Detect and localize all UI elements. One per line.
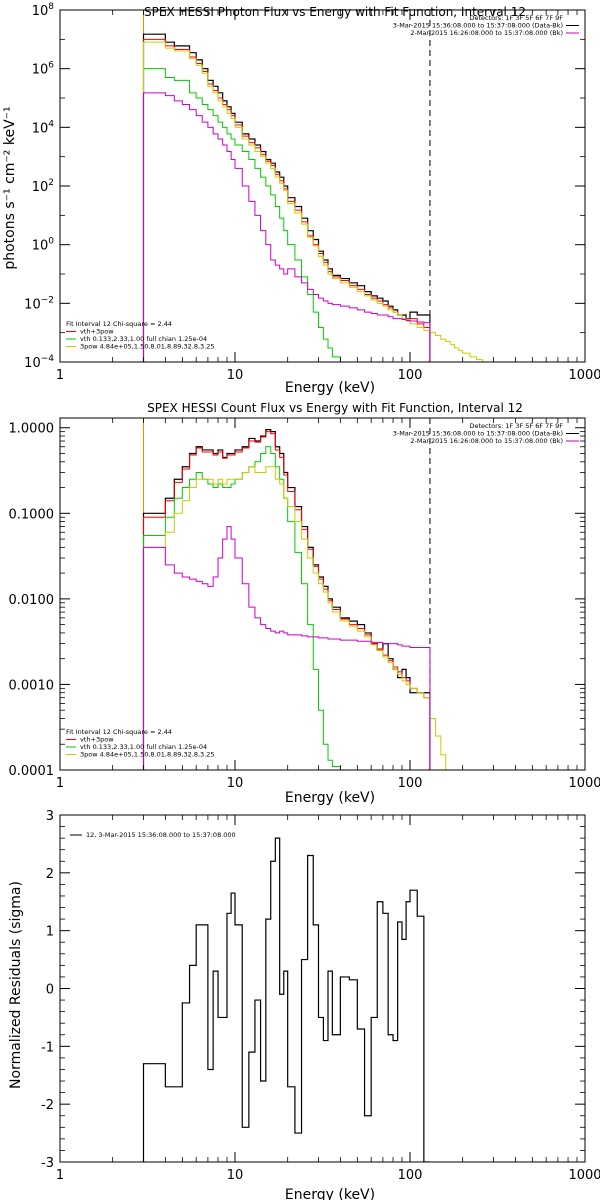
photon-flux-series-4	[143, 92, 431, 362]
photon-flux-header-2: 2-Mar-2015 16:26:08.000 to 15:37:08.000 …	[410, 29, 563, 37]
residuals-ytick-3: 0	[46, 983, 54, 998]
count-flux-xtick-2: 100	[398, 776, 423, 791]
count-flux-legend-entry-0: vth+3pow	[80, 736, 114, 744]
count-flux-xtick-1: 10	[227, 776, 244, 791]
residuals-series-0	[142, 837, 430, 1162]
photon-flux-header: Detectors: 1F 3F 5F 6F 7F 9F3-Mar-2015 1…	[393, 14, 579, 37]
residuals-ytick-0: -3	[41, 1156, 54, 1171]
residuals-legend: 12, 3-Mar-2015 15:36:08.000 to 15:37:08.…	[70, 831, 236, 839]
residuals-xtick-3: 1000	[568, 1168, 600, 1183]
photon-flux-ylabel: photons s⁻¹ cm⁻² keV⁻¹	[2, 106, 18, 269]
count-flux-header-1: 3-Mar-2015 15:36:08.000 to 15:37:08.000 …	[393, 430, 563, 438]
count-flux-header-2: 2-Mar-2015 16:26:08.000 to 15:37:08.000 …	[410, 437, 563, 445]
photon-flux-xtick-3: 1000	[568, 368, 600, 383]
residuals-xtick-0: 1	[56, 1168, 64, 1183]
count-flux-title: SPEX HESSI Count Flux vs Energy with Fit…	[147, 401, 523, 415]
count-flux-ytick-4: 1.0000	[9, 422, 55, 437]
count-flux-ytick-2: 0.0100	[9, 593, 55, 608]
residuals-panel: 12, 3-Mar-2015 15:36:08.000 to 15:37:08.…	[8, 809, 600, 1200]
count-flux-marks	[142, 418, 447, 770]
photon-flux-xtick-1: 10	[227, 368, 244, 383]
count-flux-panel: SPEX HESSI Count Flux vs Energy with Fit…	[9, 401, 600, 806]
photon-flux-ytick-5: 106	[32, 61, 55, 78]
photon-flux-xtick-2: 100	[398, 368, 423, 383]
residuals-ytick-4: 1	[46, 925, 54, 940]
residuals-ytick-1: -2	[41, 1098, 54, 1113]
residuals-ytick-2: -1	[41, 1040, 54, 1055]
count-flux-header: Detectors: 1F 3F 5F 6F 7F 9F3-Mar-2015 1…	[393, 422, 579, 445]
count-flux-legend-entry-1: vth 0.133,2.33,1.00 full chian 1.25e-04	[80, 743, 207, 751]
residuals-legend-entry-0: 12, 3-Mar-2015 15:36:08.000 to 15:37:08.…	[86, 831, 236, 839]
residuals-ytick-6: 3	[46, 809, 54, 824]
residuals-ytick-5: 2	[46, 867, 54, 882]
residuals-xtick-1: 10	[227, 1168, 244, 1183]
photon-flux-header-0: Detectors: 1F 3F 5F 6F 7F 9F	[469, 14, 563, 22]
residuals-frame	[59, 814, 586, 1163]
residuals-xtick-2: 100	[398, 1168, 423, 1183]
photon-flux-ytick-4: 104	[32, 119, 55, 136]
count-flux-xtick-0: 1	[56, 776, 64, 791]
count-flux-legend: Fit Interval 12 Chi-square = 2.44vth+3po…	[66, 728, 215, 759]
count-flux-legend-entry-2: 3pow 4.84e+05,1.50,8.01,8.89,32.8,3.25	[80, 751, 215, 759]
count-flux-xlabel: Energy (keV)	[285, 790, 375, 806]
count-flux-series-2	[143, 446, 341, 770]
photon-flux-legend: Fit Interval 12 Chi-square = 2.44vth+3po…	[66, 320, 215, 351]
photon-flux-axes: 1 10 100 1000 10−4 10−2 100 102 104 106 108	[24, 2, 600, 383]
count-flux-series-1	[143, 431, 431, 770]
photon-flux-ytick-1: 10−2	[24, 295, 54, 312]
count-flux-ytick-1: 0.0010	[9, 678, 55, 693]
photon-flux-xlabel: Energy (keV)	[285, 380, 375, 396]
count-flux-series-0	[142, 429, 431, 770]
photon-flux-series-0	[142, 33, 431, 362]
photon-flux-legend-header: Fit Interval 12 Chi-square = 2.44	[66, 320, 172, 328]
count-flux-series-4	[143, 526, 431, 770]
photon-flux-title: SPEX HESSI Photon Flux vs Energy with Fi…	[144, 5, 526, 19]
photon-flux-ytick-6: 108	[32, 2, 55, 19]
count-flux-axes: 1 10 100 1000 0.0001 0.0010 0.0100 0.1000 1.0000	[9, 417, 600, 791]
count-flux-legend-header: Fit Interval 12 Chi-square = 2.44	[66, 728, 172, 736]
count-flux-ytick-3: 0.1000	[9, 507, 55, 522]
residuals-ylabel: Normalized Residuals (sigma)	[8, 881, 24, 1089]
count-flux-ytick-0: 0.0001	[9, 764, 55, 779]
photon-flux-panel: SPEX HESSI Photon Flux vs Energy with Fi…	[2, 2, 600, 396]
photon-flux-ytick-2: 100	[32, 237, 55, 254]
photon-flux-ytick-0: 10−4	[24, 354, 54, 371]
photon-flux-series-3	[143, 41, 494, 362]
photon-flux-frame	[59, 9, 586, 363]
photon-flux-header-1: 3-Mar-2015 15:36:08.000 to 15:37:08.000 …	[393, 22, 563, 30]
residuals-marks	[142, 837, 430, 1162]
residuals-axes: 1 10 100 1000 -3 -2 -1 0 1 2 3	[41, 809, 600, 1183]
photon-flux-legend-entry-1: vth 0.133,2.33,1.00 full chian 1.25e-04	[80, 335, 207, 343]
photon-flux-marks	[142, 10, 494, 362]
photon-flux-series-2	[143, 68, 350, 362]
photon-flux-legend-entry-2: 3pow 4.84e+05,1.50,8.01,8.89,32.8,3.25	[80, 343, 215, 351]
photon-flux-series-1	[143, 38, 431, 362]
count-flux-header-0: Detectors: 1F 3F 5F 6F 7F 9F	[469, 422, 563, 430]
count-flux-series-3	[143, 466, 447, 770]
count-flux-xtick-3: 1000	[568, 776, 600, 791]
photon-flux-legend-entry-0: vth+3pow	[80, 328, 114, 336]
photon-flux-xtick-0: 1	[56, 368, 64, 383]
photon-flux-ytick-3: 102	[32, 178, 54, 195]
residuals-xlabel: Energy (keV)	[285, 1187, 375, 1200]
count-flux-frame	[59, 417, 586, 771]
